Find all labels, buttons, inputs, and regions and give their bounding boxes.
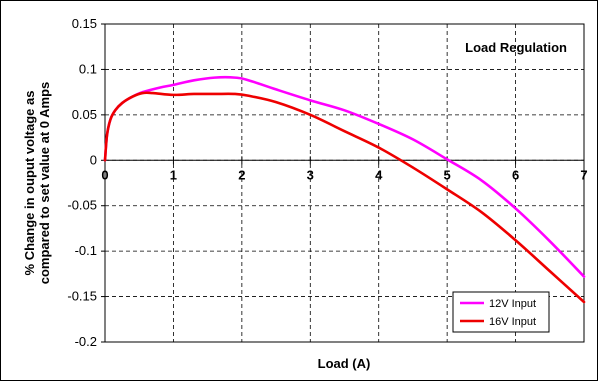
- x-tick-label-4: 4: [375, 167, 383, 182]
- y-tick-label-5: 0.05: [72, 107, 97, 122]
- y-tick-label-3: -0.05: [67, 198, 97, 213]
- legend: 12V Input 16V Input: [452, 291, 550, 333]
- y-tick-label-7: 0.15: [72, 16, 97, 31]
- x-tick-labels: 0 1 2 3 4 5 6 7: [101, 167, 587, 182]
- x-tick-label-5: 5: [444, 167, 451, 182]
- legend-label-12v: 12V Input: [489, 298, 536, 310]
- y-tick-label-1: -0.15: [67, 289, 97, 304]
- y-tick-label-6: 0.1: [79, 61, 97, 76]
- y-tick-label-4: 0: [90, 152, 97, 167]
- y-axis-title-line-2: compared to set value at 0 Amps: [37, 82, 52, 285]
- y-tick-label-2: -0.1: [75, 243, 97, 258]
- x-axis-title: Load (A): [318, 356, 371, 371]
- x-tick-label-7: 7: [580, 167, 587, 182]
- x-tick-label-2: 2: [238, 167, 245, 182]
- y-axis-title-line-1: % Change in ouput voltage as: [22, 91, 37, 276]
- y-tick-label-0: -0.2: [75, 334, 97, 349]
- x-tick-label-3: 3: [307, 167, 314, 182]
- x-tick-label-1: 1: [170, 167, 177, 182]
- y-tick-labels: -0.2 -0.15 -0.1 -0.05 0 0.05 0.1 0.15: [67, 16, 97, 349]
- x-tick-label-0: 0: [101, 167, 108, 182]
- plot-area: [104, 23, 585, 343]
- legend-label-16v: 16V Input: [489, 316, 536, 328]
- chart-annotation: Load Regulation: [465, 40, 567, 55]
- series-group: [103, 75, 586, 304]
- legend-box: [452, 291, 550, 333]
- series-line-16v-input: [103, 91, 586, 304]
- x-tick-label-6: 6: [512, 167, 519, 182]
- y-axis-title: % Change in ouput voltage as compared to…: [22, 82, 52, 285]
